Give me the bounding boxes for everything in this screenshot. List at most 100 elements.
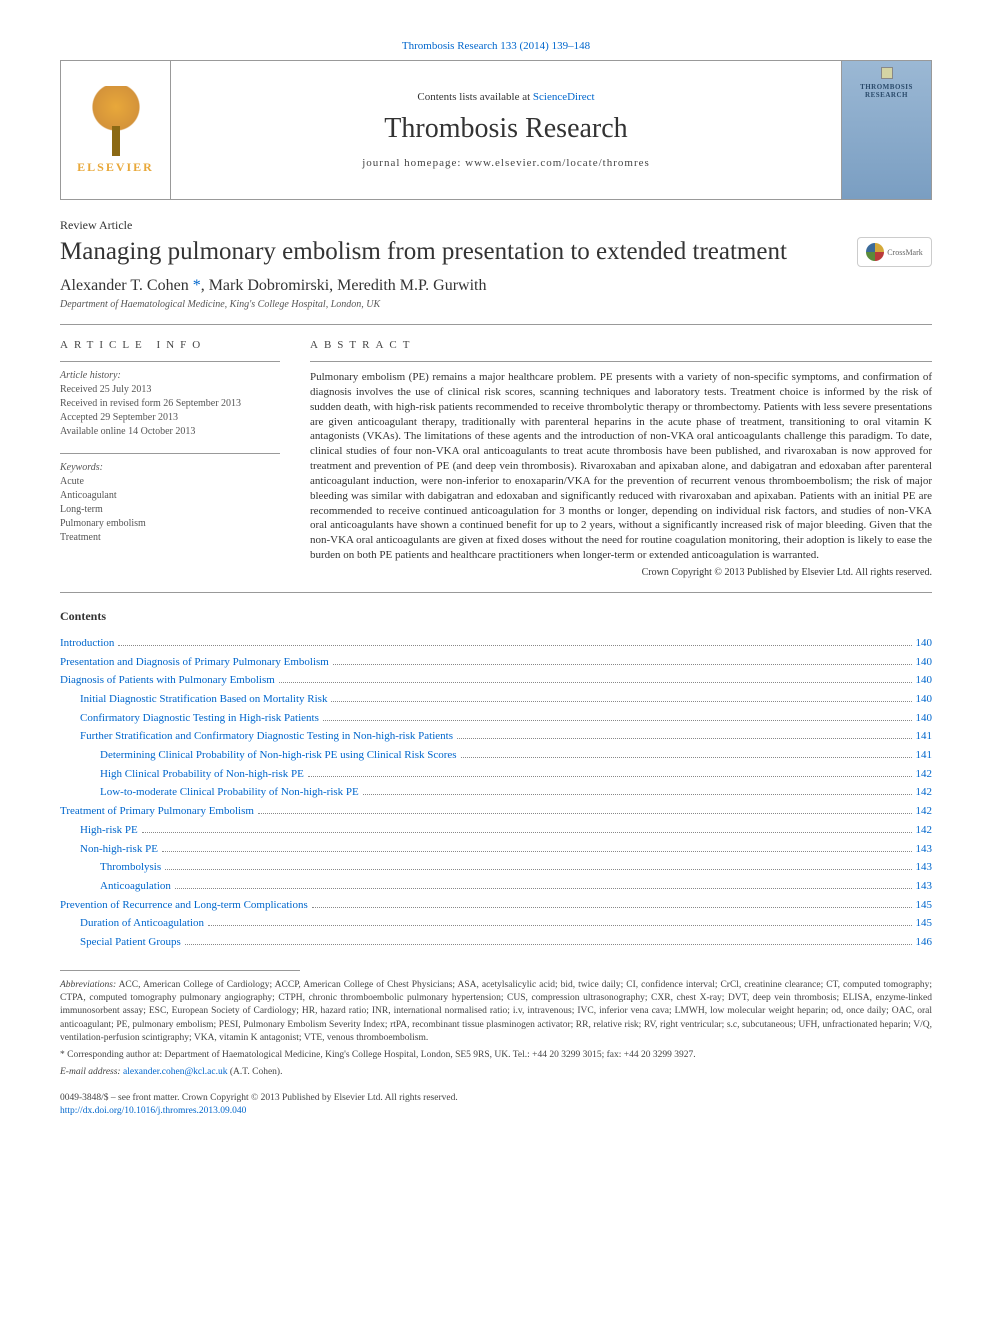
toc-row: Initial Diagnostic Stratification Based …	[60, 690, 932, 709]
toc-link[interactable]: High-risk PE	[80, 824, 138, 836]
toc-page-link[interactable]: 146	[916, 936, 933, 948]
divider	[310, 361, 932, 362]
footer-divider	[60, 970, 300, 971]
issn-line: 0049-3848/$ – see front matter. Crown Co…	[60, 1092, 932, 1105]
toc-page-link[interactable]: 140	[916, 674, 933, 686]
toc-row: Thrombolysis 143	[60, 858, 932, 877]
toc-link[interactable]: Introduction	[60, 637, 114, 649]
toc-title: Low-to-moderate Clinical Probability of …	[100, 783, 359, 802]
toc-page-link[interactable]: 140	[916, 693, 933, 705]
toc-page-link[interactable]: 142	[916, 805, 933, 817]
toc-link[interactable]: Special Patient Groups	[80, 936, 181, 948]
crossmark-label: CrossMark	[887, 248, 923, 257]
toc-dots	[461, 757, 912, 758]
keyword: Acute	[60, 475, 280, 489]
toc-dots	[308, 776, 912, 777]
toc-link[interactable]: Determining Clinical Probability of Non-…	[100, 749, 457, 761]
toc-title: Confirmatory Diagnostic Testing in High-…	[80, 709, 319, 728]
email-label: E-mail address:	[60, 1067, 121, 1077]
toc-title: High Clinical Probability of Non-high-ri…	[100, 765, 304, 784]
toc-link[interactable]: Initial Diagnostic Stratification Based …	[80, 693, 327, 705]
toc-row: Determining Clinical Probability of Non-…	[60, 746, 932, 765]
toc-title: Thrombolysis	[100, 858, 161, 877]
toc-link[interactable]: Further Stratification and Confirmatory …	[80, 730, 453, 742]
keyword: Long-term	[60, 503, 280, 517]
toc-page-link[interactable]: 143	[916, 861, 933, 873]
toc-row: Low-to-moderate Clinical Probability of …	[60, 783, 932, 802]
toc-dots	[333, 664, 912, 665]
table-of-contents: Introduction 140 Presentation and Diagnosi…	[60, 634, 932, 952]
toc-page-link[interactable]: 141	[916, 749, 933, 761]
toc-row: Anticoagulation 143	[60, 877, 932, 896]
toc-dots	[323, 720, 912, 721]
toc-page-link[interactable]: 140	[916, 656, 933, 668]
contents-prefix: Contents lists available at	[417, 91, 532, 103]
elsevier-logo[interactable]: ELSEVIER	[61, 61, 171, 199]
toc-link[interactable]: High Clinical Probability of Non-high-ri…	[100, 768, 304, 780]
toc-link[interactable]: Diagnosis of Patients with Pulmonary Emb…	[60, 674, 275, 686]
author-name: Alexander T. Cohen	[60, 277, 193, 294]
toc-title: Anticoagulation	[100, 877, 171, 896]
toc-page-link[interactable]: 142	[916, 768, 933, 780]
sciencedirect-link[interactable]: ScienceDirect	[533, 91, 595, 103]
affiliation: Department of Haematological Medicine, K…	[60, 299, 932, 310]
abstract-copyright: Crown Copyright © 2013 Published by Else…	[310, 567, 932, 578]
authors: Alexander T. Cohen *, Mark Dobromirski, …	[60, 277, 932, 295]
toc-link[interactable]: Treatment of Primary Pulmonary Embolism	[60, 805, 254, 817]
toc-dots	[363, 794, 912, 795]
journal-citation-link[interactable]: Thrombosis Research	[402, 40, 498, 52]
toc-page: 143	[916, 840, 933, 859]
header-center: Contents lists available at ScienceDirec…	[171, 81, 841, 179]
article-type: Review Article	[60, 218, 932, 233]
toc-link[interactable]: Anticoagulation	[100, 880, 171, 892]
history-title: Article history:	[60, 370, 280, 381]
toc-page-link[interactable]: 145	[916, 899, 933, 911]
toc-page-link[interactable]: 142	[916, 786, 933, 798]
toc-title: Diagnosis of Patients with Pulmonary Emb…	[60, 671, 275, 690]
toc-page: 142	[916, 802, 933, 821]
toc-page: 145	[916, 914, 933, 933]
email-link[interactable]: alexander.cohen@kcl.ac.uk	[123, 1067, 228, 1077]
bottom-info: 0049-3848/$ – see front matter. Crown Co…	[60, 1092, 932, 1119]
toc-page: 146	[916, 933, 933, 952]
toc-page: 141	[916, 746, 933, 765]
toc-link[interactable]: Thrombolysis	[100, 861, 161, 873]
toc-row: Special Patient Groups 146	[60, 933, 932, 952]
journal-cover-thumbnail[interactable]: THROMBOSIS RESEARCH	[841, 61, 931, 199]
toc-dots	[279, 682, 912, 683]
toc-title: Duration of Anticoagulation	[80, 914, 204, 933]
toc-dots	[457, 738, 912, 739]
abstract-label: abstract	[310, 339, 932, 351]
toc-title: Treatment of Primary Pulmonary Embolism	[60, 802, 254, 821]
toc-title: Presentation and Diagnosis of Primary Pu…	[60, 653, 329, 672]
toc-link[interactable]: Duration of Anticoagulation	[80, 917, 204, 929]
crossmark-badge[interactable]: CrossMark	[857, 237, 932, 267]
toc-title: Prevention of Recurrence and Long-term C…	[60, 896, 308, 915]
toc-link[interactable]: Non-high-risk PE	[80, 843, 158, 855]
toc-page: 143	[916, 877, 933, 896]
toc-page-link[interactable]: 142	[916, 824, 933, 836]
toc-dots	[165, 869, 911, 870]
toc-title: Introduction	[60, 634, 114, 653]
journal-citation: Thrombosis Research 133 (2014) 139–148	[60, 40, 932, 52]
corresponding-marker-link[interactable]: *	[193, 277, 201, 294]
elsevier-text: ELSEVIER	[77, 160, 154, 175]
homepage-url[interactable]: www.elsevier.com/locate/thromres	[465, 157, 650, 169]
toc-page-link[interactable]: 140	[916, 637, 933, 649]
toc-link[interactable]: Low-to-moderate Clinical Probability of …	[100, 786, 359, 798]
toc-link[interactable]: Presentation and Diagnosis of Primary Pu…	[60, 656, 329, 668]
toc-title: Special Patient Groups	[80, 933, 181, 952]
toc-row: Diagnosis of Patients with Pulmonary Emb…	[60, 671, 932, 690]
toc-page-link[interactable]: 143	[916, 880, 933, 892]
doi-link[interactable]: http://dx.doi.org/10.1016/j.thromres.201…	[60, 1106, 246, 1116]
toc-link[interactable]: Prevention of Recurrence and Long-term C…	[60, 899, 308, 911]
homepage-label: journal homepage:	[362, 157, 465, 169]
toc-page: 140	[916, 690, 933, 709]
toc-page-link[interactable]: 140	[916, 712, 933, 724]
toc-page-link[interactable]: 145	[916, 917, 933, 929]
toc-page-link[interactable]: 143	[916, 843, 933, 855]
keyword: Anticoagulant	[60, 489, 280, 503]
divider	[60, 453, 280, 454]
toc-link[interactable]: Confirmatory Diagnostic Testing in High-…	[80, 712, 319, 724]
toc-page-link[interactable]: 141	[916, 730, 933, 742]
